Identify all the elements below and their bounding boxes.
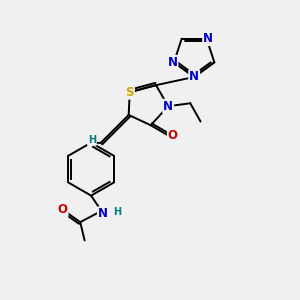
Text: N: N: [167, 56, 178, 69]
Text: N: N: [203, 32, 213, 45]
Text: H: H: [113, 207, 121, 218]
Text: N: N: [189, 70, 199, 83]
Text: O: O: [58, 203, 68, 216]
Text: S: S: [125, 86, 134, 99]
Text: O: O: [168, 129, 178, 142]
Text: H: H: [88, 135, 96, 145]
Text: N: N: [163, 100, 173, 113]
Text: N: N: [98, 207, 108, 220]
